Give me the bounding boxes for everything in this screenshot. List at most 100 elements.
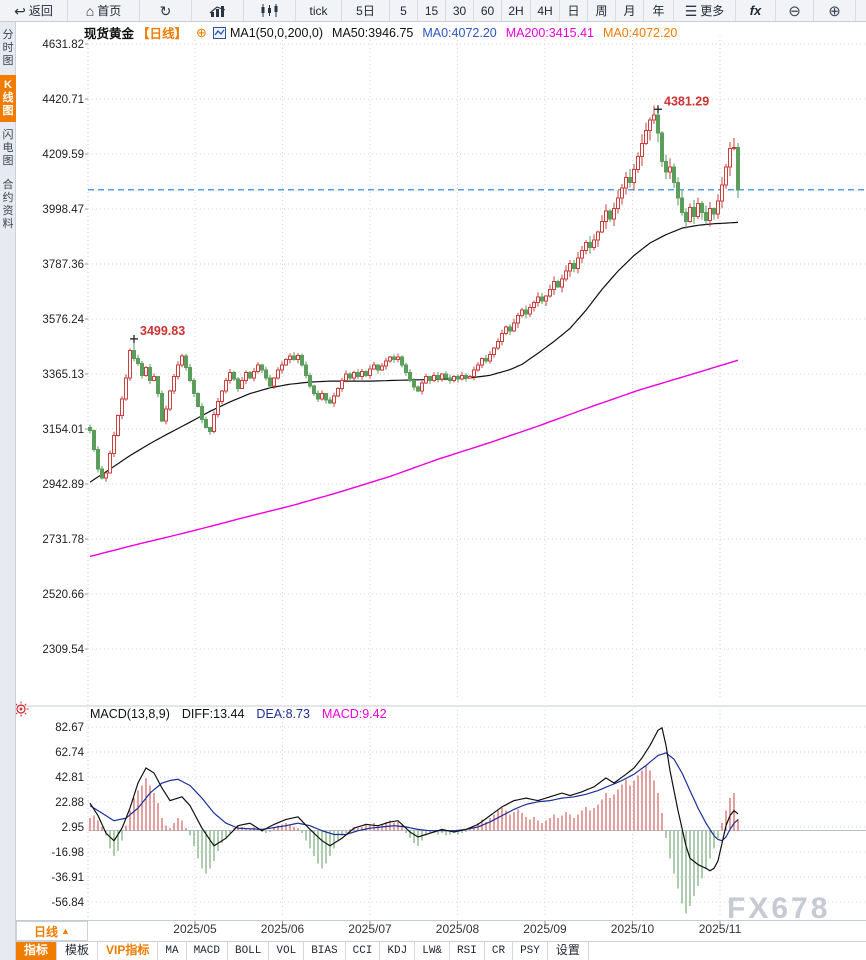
x-tick-2025/08: 2025/08 xyxy=(435,922,480,936)
toolbar-button-back[interactable]: ↩ 返回 xyxy=(0,0,68,21)
chevron-up-icon: ▲ xyxy=(61,926,70,936)
svg-text:3576.24: 3576.24 xyxy=(42,314,84,326)
x-tick-2025/11: 2025/11 xyxy=(698,922,742,936)
svg-text:3499.83: 3499.83 xyxy=(140,324,185,338)
toolbar-button-fx[interactable]: fx xyxy=(736,0,776,21)
indicator-tab-BOLL[interactable]: BOLL xyxy=(228,942,270,960)
x-tick-2025/10: 2025/10 xyxy=(610,922,655,936)
toolbar: ↩ 返回 ⌂ 首页 ↻ tick 5日 5 15 30 60 2H 4H 日周月年 ☰ 更多 fx ⊖ ⊕ xyxy=(0,0,866,22)
svg-text:4209.59: 4209.59 xyxy=(42,149,84,161)
sidebar-tab-合约资料[interactable]: 合约资料 xyxy=(2,179,14,230)
period-label: 【日线】 xyxy=(137,27,188,41)
svg-text:3365.13: 3365.13 xyxy=(42,369,84,381)
indicator-tab-VIP指标[interactable]: VIP指标 xyxy=(98,942,159,960)
x-axis-labels: 2025/05 2025/06 2025/07 2025/08 2025/09 2025/… xyxy=(0,922,866,940)
macd-dea-value: DEA:8.73 xyxy=(256,707,310,721)
toolbar-button-period-year[interactable]: 年 xyxy=(644,0,674,21)
macd-header: MACD(13,8,9) DIFF:13.44 DEA:8.73 MACD:9.42 xyxy=(90,707,399,722)
more-icon: ☰ xyxy=(684,2,698,19)
add-favorite-icon[interactable]: ⊕ xyxy=(196,24,207,40)
indicator-tab-BIAS[interactable]: BIAS xyxy=(304,942,346,960)
indicator-tab-bar: 指标 模板 VIP指标 MA MACD BOLL VOL BIAS CCI KDJ LW& RSI CR… xyxy=(16,941,866,960)
svg-text:4420.71: 4420.71 xyxy=(42,94,84,106)
indicator-tab-PSY[interactable]: PSY xyxy=(513,942,548,960)
indicator-tab-CR[interactable]: CR xyxy=(485,942,514,960)
toolbar-button-more[interactable]: ☰ 更多 xyxy=(674,0,736,21)
indicator-tab-MA[interactable]: MA xyxy=(158,942,187,960)
indicator-tab-指标[interactable]: 指标 xyxy=(16,942,58,960)
home-icon: ⌂ xyxy=(85,2,95,19)
toolbar-button-period-60[interactable]: 60 xyxy=(474,0,502,21)
toolbar-button-candle-chart[interactable] xyxy=(244,0,296,21)
back-icon: ↩ xyxy=(14,2,26,19)
ma0-value-orange: MA0:4072.20 xyxy=(602,25,678,40)
svg-text:-36.91: -36.91 xyxy=(51,872,84,884)
macd-title: MACD(13,8,9) xyxy=(90,707,170,721)
chart-type-sidebar: 分时图 K线图闪电图合约资料 xyxy=(0,22,16,960)
ma0-value-blue: MA0:4072.20 xyxy=(422,25,497,40)
toolbar-button-period-5[interactable]: 5 xyxy=(390,0,418,21)
toolbar-button-area-chart[interactable] xyxy=(192,0,244,21)
toolbar-button-home[interactable]: ⌂ 首页 xyxy=(68,0,140,21)
indicator-tab-CCI[interactable]: CCI xyxy=(346,942,381,960)
indicator-tab-KDJ[interactable]: KDJ xyxy=(380,942,416,960)
svg-text:4381.29: 4381.29 xyxy=(664,94,709,108)
ma50-value: MA50:3946.75 xyxy=(332,25,414,40)
sidebar-tab-K线图[interactable]: K线图 xyxy=(0,75,16,122)
toolbar-button-period-15[interactable]: 15 xyxy=(418,0,446,21)
toolbar-button-period-5d[interactable]: 5日 xyxy=(342,0,390,21)
toolbar-button-zoom-in[interactable]: ⊕ xyxy=(814,0,856,21)
svg-text:82.67: 82.67 xyxy=(55,722,84,734)
svg-text:3998.47: 3998.47 xyxy=(42,204,84,216)
ma-formula: MA1(50,0,200,0) xyxy=(229,25,324,40)
symbol-name: 现货黄金 xyxy=(84,27,135,41)
toolbar-button-refresh[interactable]: ↻ xyxy=(140,0,192,21)
x-tick-2025/07: 2025/07 xyxy=(348,922,392,936)
ma-settings-icon[interactable] xyxy=(212,26,226,40)
indicator-tab-MACD[interactable]: MACD xyxy=(187,942,228,960)
refresh-icon: ↻ xyxy=(159,2,172,19)
area-chart-icon xyxy=(209,6,225,17)
svg-text:3154.01: 3154.01 xyxy=(42,424,84,436)
svg-text:3787.36: 3787.36 xyxy=(42,259,84,271)
zoom-out-icon: ⊖ xyxy=(788,2,801,20)
indicator-tab-设置[interactable]: 设置 xyxy=(548,942,589,960)
period-selector[interactable]: 日线 ▲ xyxy=(16,921,88,941)
svg-text:22.88: 22.88 xyxy=(55,797,84,809)
indicator-tab-VOL[interactable]: VOL xyxy=(269,942,305,960)
toolbar-button-period-day[interactable]: 日 xyxy=(560,0,588,21)
svg-text:2520.66: 2520.66 xyxy=(42,589,84,601)
zoom-in-icon: ⊕ xyxy=(828,2,841,20)
indicator-tab-RSI[interactable]: RSI xyxy=(450,942,485,960)
indicator-tab-LW&[interactable]: LW& xyxy=(415,942,451,960)
toolbar-button-period-week[interactable]: 周 xyxy=(588,0,616,21)
toolbar-button-period-2h[interactable]: 2H xyxy=(502,0,531,21)
toolbar-button-period-4h[interactable]: 4H xyxy=(531,0,560,21)
svg-text:42.81: 42.81 xyxy=(55,772,84,784)
chart-header: 现货黄金 【日线】 ⊕ MA1(50,0,200,0) MA50:3946.75 MA0:… xyxy=(84,23,686,42)
svg-text:62.74: 62.74 xyxy=(55,747,84,759)
svg-text:2.95: 2.95 xyxy=(62,822,84,834)
svg-text:2731.78: 2731.78 xyxy=(42,534,84,546)
svg-text:4631.82: 4631.82 xyxy=(42,39,84,51)
sidebar-tab-闪电图[interactable]: 闪电图 xyxy=(2,129,14,167)
toolbar-button-tick[interactable]: tick xyxy=(296,0,342,21)
candle-chart-icon xyxy=(261,4,278,17)
ma200-value: MA200:3415.41 xyxy=(505,25,594,40)
svg-text:2942.89: 2942.89 xyxy=(42,479,84,491)
macd-diff-value: DIFF:13.44 xyxy=(181,707,245,721)
sidebar-tab-分时图[interactable]: 分时图 xyxy=(2,29,14,67)
x-tick-2025/05: 2025/05 xyxy=(173,922,217,936)
period-selector-label: 日线 xyxy=(34,924,59,939)
toolbar-button-period-30[interactable]: 30 xyxy=(446,0,474,21)
indicator-tab-模板[interactable]: 模板 xyxy=(57,942,99,960)
watermark: FX678 xyxy=(727,892,831,925)
svg-text:2309.54: 2309.54 xyxy=(42,644,84,656)
toolbar-button-period-month[interactable]: 月 xyxy=(616,0,644,21)
svg-text:-16.98: -16.98 xyxy=(51,847,84,859)
svg-text:-56.84: -56.84 xyxy=(51,897,84,909)
toolbar-button-zoom-out[interactable]: ⊖ xyxy=(776,0,814,21)
x-tick-2025/06: 2025/06 xyxy=(260,922,305,936)
